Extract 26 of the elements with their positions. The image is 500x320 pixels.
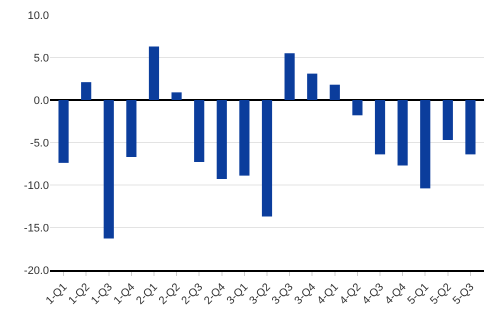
- bar: [104, 100, 114, 239]
- y-tick-label: -15.0: [24, 222, 49, 234]
- y-tick-label: 0.0: [34, 94, 49, 107]
- y-tick-label: 10.0: [28, 10, 49, 22]
- bar: [194, 100, 204, 162]
- y-tick-label: -20.0: [24, 264, 49, 277]
- bar: [81, 82, 92, 100]
- bar: [216, 100, 227, 180]
- bar: [465, 100, 476, 154]
- bar: [307, 74, 318, 100]
- bar: [398, 100, 408, 166]
- bar: [148, 46, 160, 100]
- bar: [262, 100, 272, 216]
- bar: [172, 92, 182, 100]
- bar: [239, 100, 250, 176]
- bar: [352, 100, 362, 116]
- bar: [374, 100, 386, 154]
- bar: [126, 100, 136, 157]
- bar: [330, 84, 340, 100]
- bar: [58, 100, 69, 163]
- bar: [420, 100, 430, 188]
- bar: [284, 53, 295, 100]
- y-tick-label: -5.0: [30, 137, 49, 150]
- y-tick-label: -10.0: [24, 180, 49, 192]
- y-tick-label: 5.0: [34, 52, 49, 64]
- bar: [442, 100, 453, 140]
